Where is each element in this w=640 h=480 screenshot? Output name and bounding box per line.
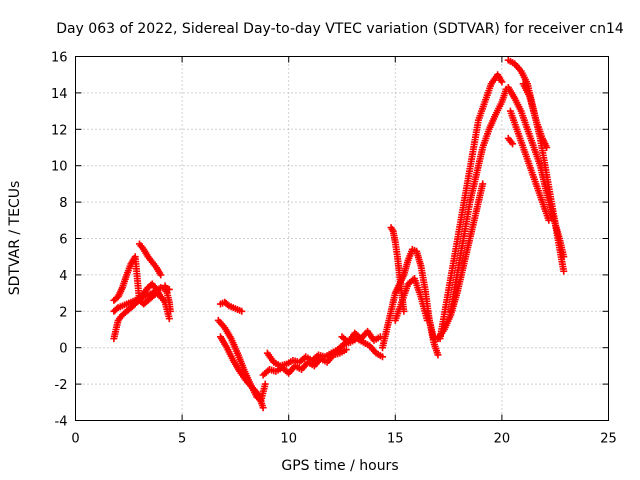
data-point xyxy=(479,180,487,188)
y-tick-label: 10 xyxy=(51,160,68,175)
chart-title: Day 063 of 2022, Sidereal Day-to-day VTE… xyxy=(56,21,624,37)
series-sat-j xyxy=(263,335,387,370)
data-point xyxy=(545,216,553,224)
series-sat-g xyxy=(214,316,269,404)
series-sat-u xyxy=(519,80,551,151)
data-point xyxy=(259,404,267,412)
data-point xyxy=(342,346,350,354)
series-sat-q xyxy=(447,85,510,315)
series-sat-v xyxy=(504,134,517,148)
y-tick-label: -4 xyxy=(55,415,68,430)
plot-frame xyxy=(75,56,609,421)
axis-ticks: 0 5 10 15 20 25 -4 -2 0 2 4 6 8 10 12 14 16 xyxy=(51,51,617,447)
x-tick-label: 10 xyxy=(280,432,297,447)
y-tick-label: 8 xyxy=(59,196,67,211)
data-point xyxy=(560,253,568,261)
data-point xyxy=(261,380,269,388)
y-tick-label: 14 xyxy=(51,87,68,102)
series-sat-k xyxy=(338,327,384,346)
series-sat-t xyxy=(506,107,553,224)
data-point xyxy=(165,315,173,323)
y-tick-label: 0 xyxy=(59,342,67,357)
series-sat-d xyxy=(135,240,165,279)
y-tick-label: 6 xyxy=(59,233,67,248)
y-axis-label: SDTVAR / TECUs xyxy=(7,181,23,296)
data-point xyxy=(498,78,506,86)
data-point xyxy=(166,307,174,315)
x-tick-label: 25 xyxy=(600,432,617,447)
x-tick-label: 5 xyxy=(178,432,186,447)
data-point xyxy=(509,140,517,148)
data-point xyxy=(543,144,551,151)
x-axis-label: GPS time / hours xyxy=(281,458,398,474)
x-tick-label: 0 xyxy=(71,432,79,447)
series-sat-f xyxy=(216,298,246,315)
series-sat-e xyxy=(161,282,174,315)
y-tick-label: 16 xyxy=(51,51,68,66)
y-tick-label: 2 xyxy=(59,305,67,320)
x-tick-label: 15 xyxy=(387,432,404,447)
series-sat-s xyxy=(504,83,568,261)
data-point xyxy=(434,351,442,359)
y-tick-label: 12 xyxy=(51,123,68,138)
data-point xyxy=(113,305,121,313)
grid-lines xyxy=(75,56,609,421)
series-sat-l xyxy=(379,245,442,359)
series-sat-h xyxy=(216,333,267,412)
x-tick-label: 20 xyxy=(494,432,511,447)
y-tick-label: -2 xyxy=(55,378,68,393)
data-point xyxy=(238,307,246,315)
series-sat-b xyxy=(110,253,173,323)
data-point xyxy=(224,301,232,309)
data-point xyxy=(560,267,568,275)
data-point xyxy=(157,271,165,279)
data-markers xyxy=(110,56,568,412)
y-tick-label: 4 xyxy=(59,269,67,284)
data-point xyxy=(379,353,387,361)
